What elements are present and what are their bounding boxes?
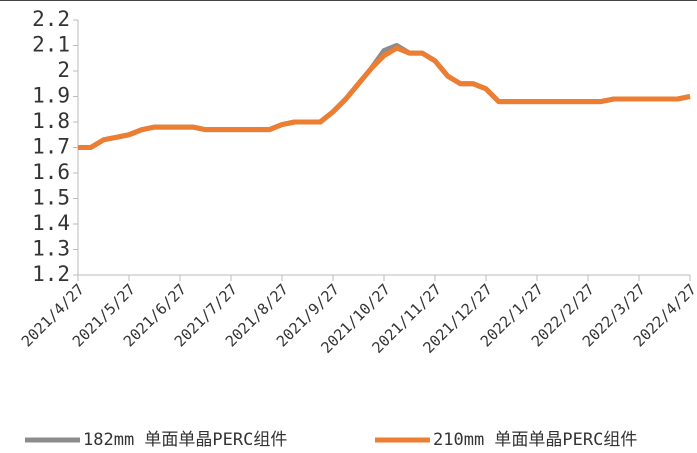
series-line (78, 43, 691, 150)
y-tick-label: 1.5 (32, 186, 70, 210)
legend-label: 182mm 单面单晶PERC组件 (83, 430, 287, 450)
y-tick-label: 1.4 (32, 211, 70, 235)
series-line (78, 45, 691, 150)
y-tick-label: 2 (57, 58, 70, 82)
y-tick-label: 1.3 (32, 237, 70, 261)
y-tick-label: 1.2 (32, 262, 70, 286)
y-tick-label: 1.7 (32, 135, 70, 159)
y-tick-label: 2.2 (32, 7, 70, 31)
legend-label: 210mm 单面单晶PERC组件 (433, 430, 637, 450)
y-tick-label: 2.1 (32, 33, 70, 57)
y-tick-label: 1.9 (32, 84, 70, 108)
y-tick-label: 1.8 (32, 109, 70, 133)
y-tick-label: 1.6 (32, 160, 70, 184)
